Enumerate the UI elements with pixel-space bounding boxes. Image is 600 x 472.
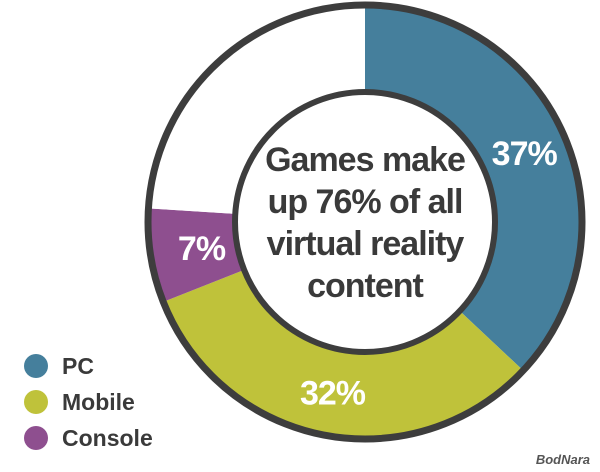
legend-label-pc: PC [62,353,94,379]
legend-swatch-mobile [24,390,48,414]
outer-ring-outline [144,1,586,443]
center-text-line: content [307,267,423,305]
legend-swatch-pc [24,354,48,378]
slices-layer [148,5,583,440]
slice-label-mobile: 32% [300,374,366,412]
center-text-line: up 76% of all [268,183,463,221]
center-text: Games make up 76% of all virtual reality co… [265,141,466,305]
legend-label-mobile: Mobile [62,389,135,415]
center-text-line: Games make [265,141,465,179]
slice-console [148,208,245,302]
legend: PC Mobile Console [24,353,153,451]
legend-label-console: Console [62,425,153,451]
slice-pc [365,5,583,371]
slice-other [148,5,365,214]
legend-swatch-console [24,426,48,450]
slice-labels-layer: 37% 32% 7% [178,135,559,412]
slice-label-pc: 37% [492,135,558,173]
slice-label-console: 7% [178,230,226,268]
slice-mobile [163,269,524,440]
inner-ring-outline [232,89,498,355]
ring-outline [144,1,586,443]
watermark-logo: BodNara [536,452,590,467]
center-text-line: virtual reality [267,225,465,263]
